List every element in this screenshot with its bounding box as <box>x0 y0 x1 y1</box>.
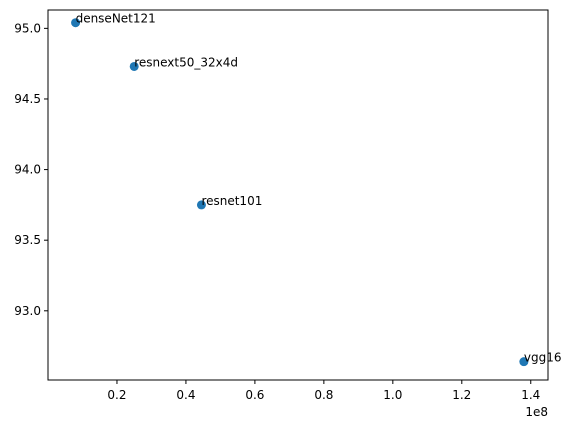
x-axis-offset-text: 1e8 <box>525 405 548 419</box>
x-axis-ticks: 0.2 0.4 0.6 0.8 1.0 1.2 1.4 <box>107 380 540 402</box>
plot-frame <box>47 9 549 381</box>
y-tick-label: 94.5 <box>14 92 41 106</box>
data-points <box>71 18 529 367</box>
point-labels: denseNet121 resnext50_32x4d resnet101 vgg16 <box>76 12 562 365</box>
scatter-point <box>71 18 81 28</box>
x-tick-label: 0.4 <box>176 388 195 402</box>
plot-area-background <box>48 10 548 380</box>
scatter-point <box>519 357 529 367</box>
scatter-point <box>129 61 139 71</box>
point-label: denseNet121 <box>76 12 156 26</box>
point-label: resnet101 <box>201 194 262 208</box>
x-tick-label: 1.2 <box>452 388 471 402</box>
x-tick-label: 1.4 <box>521 388 540 402</box>
y-tick-label: 95.0 <box>14 21 41 35</box>
x-tick-label: 0.8 <box>314 388 333 402</box>
point-label: vgg16 <box>524 351 562 365</box>
x-tick-label: 0.2 <box>107 388 126 402</box>
y-tick-label: 93.5 <box>14 233 41 247</box>
y-tick-label: 93.0 <box>14 304 41 318</box>
y-tick-label: 94.0 <box>14 163 41 177</box>
scatter-point <box>196 200 206 210</box>
y-axis-ticks: 93.0 93.5 94.0 94.5 95.0 <box>14 21 48 318</box>
x-tick-label: 0.6 <box>245 388 264 402</box>
x-tick-label: 1.0 <box>383 388 402 402</box>
point-label: resnext50_32x4d <box>134 55 238 69</box>
